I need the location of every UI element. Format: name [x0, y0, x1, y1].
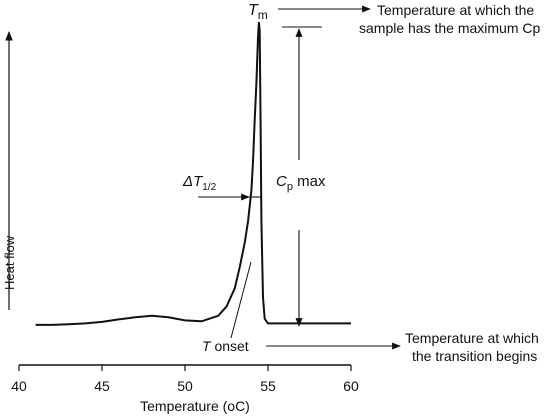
x-tick-label: 45: [94, 378, 110, 394]
x-tick-label: 55: [260, 378, 276, 394]
x-axis-label: Temperature (oC): [140, 398, 250, 414]
y-axis-label: Heat flow: [2, 235, 17, 290]
onset-tangent: [230, 261, 252, 339]
x-tick-label: 60: [343, 378, 359, 394]
x-ticks: 40 45 50 55 60: [11, 365, 359, 394]
t-onset-description-line1: Temperature at which: [405, 330, 539, 346]
x-tick-label: 40: [11, 378, 27, 394]
t-onset-description-line2: the transition begins: [412, 348, 537, 364]
cp-max-label: Cp max: [276, 173, 326, 193]
t-onset-label: T onset: [202, 338, 249, 354]
tm-description-line1: Temperature at which the: [377, 2, 534, 18]
tm-label: Tm: [248, 2, 268, 22]
tm-description-line2: sample has the maximum Cp: [359, 20, 541, 36]
delta-t-half-label: ΔT1/2: [182, 173, 217, 193]
heat-flow-curve: [35, 21, 351, 326]
x-tick-label: 50: [177, 378, 193, 394]
